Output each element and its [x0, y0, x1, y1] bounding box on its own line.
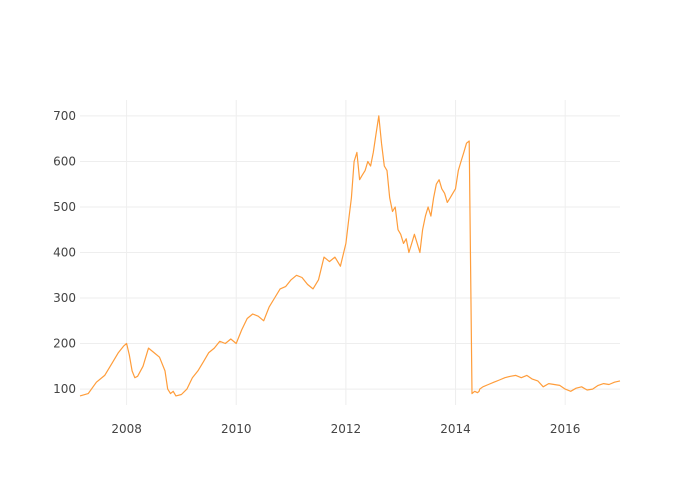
- x-tick-label: 2010: [221, 422, 252, 436]
- x-tick-label: 2012: [331, 422, 362, 436]
- y-axis-tick-labels: 100 200 300 400 500 600 700: [53, 109, 76, 396]
- y-tick-label: 700: [53, 109, 76, 123]
- y-tick-label: 200: [53, 337, 76, 351]
- x-tick-label: 2016: [550, 422, 581, 436]
- y-gridlines: [80, 115, 620, 390]
- y-tick-label: 100: [53, 382, 76, 396]
- y-tick-label: 300: [53, 291, 76, 305]
- y-tick-label: 400: [53, 246, 76, 260]
- y-tick-label: 500: [53, 200, 76, 214]
- y-tick-label: 600: [53, 154, 76, 168]
- x-tick-label: 2008: [111, 422, 142, 436]
- series-line: [79, 115, 621, 397]
- x-tick-label: 2014: [440, 422, 471, 436]
- x-axis-tick-labels: 2008 2010 2012 2014 2016: [111, 422, 580, 436]
